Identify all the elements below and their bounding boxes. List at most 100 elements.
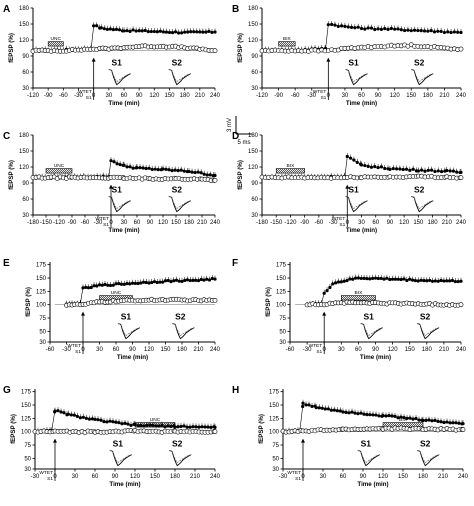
data-point — [429, 28, 433, 33]
data-point — [388, 167, 392, 171]
data-point — [84, 285, 88, 289]
y-tick-label: 100 — [276, 303, 287, 309]
data-point — [119, 282, 124, 286]
y-tick-label: 90 — [251, 181, 258, 187]
data-point — [408, 168, 412, 172]
data-point — [90, 417, 94, 421]
trace-waveform-baseline — [357, 450, 380, 464]
data-point — [414, 416, 418, 421]
data-point — [336, 280, 341, 284]
data-point — [92, 24, 96, 28]
data-point — [111, 420, 115, 424]
data-point — [154, 424, 158, 428]
data-point — [147, 166, 151, 170]
data-point — [163, 425, 167, 429]
trace-label: S2 — [175, 312, 186, 322]
tetanus-label-s1: S1 — [339, 222, 345, 228]
data-point — [147, 281, 151, 285]
data-point — [126, 422, 130, 426]
panel-A: A306090120150180-120-90-60-3003060901201… — [3, 4, 221, 107]
x-tick-label: 90 — [387, 220, 394, 226]
trace-waveform — [168, 196, 191, 213]
data-point — [145, 423, 149, 427]
data-point — [150, 167, 154, 172]
y-tick-label: 75 — [279, 316, 286, 322]
data-point — [161, 30, 166, 34]
y-tick-label: 120 — [248, 38, 259, 44]
tetanus-label-s1: S1 — [86, 95, 92, 101]
x-tick-label: 180 — [184, 220, 195, 226]
data-point — [456, 30, 460, 34]
x-tick-label: -120 — [256, 93, 269, 99]
data-point — [204, 30, 208, 34]
x-tick-label: 60 — [340, 474, 347, 480]
data-point — [148, 423, 152, 427]
data-point — [95, 284, 99, 288]
data-point — [157, 424, 161, 428]
trace-S2: S2 — [417, 312, 440, 340]
trace-label: S1 — [112, 185, 123, 195]
x-tick-label: -150 — [40, 220, 53, 226]
data-point — [185, 425, 189, 429]
data-point — [452, 30, 456, 34]
trace-waveform — [108, 196, 131, 213]
x-tick-label: -60 — [291, 93, 300, 99]
data-point — [144, 280, 148, 285]
data-point — [209, 425, 213, 429]
data-point — [411, 417, 415, 421]
data-point — [164, 30, 169, 34]
data-point — [383, 27, 387, 31]
trace-S2: S2 — [417, 439, 440, 467]
data-point — [108, 27, 112, 31]
data-point — [170, 31, 175, 35]
data-point — [359, 276, 363, 281]
y-tick-label: 30 — [22, 213, 29, 219]
data-point — [149, 29, 153, 34]
data-point — [136, 281, 140, 286]
data-point — [329, 408, 333, 412]
data-point — [84, 416, 88, 420]
x-tick-label: 60 — [113, 347, 120, 353]
tetanus-arrowhead — [326, 57, 331, 62]
data-point — [387, 414, 391, 418]
data-point — [179, 168, 183, 172]
y-tick-label: 150 — [36, 276, 47, 282]
data-point — [167, 168, 171, 172]
data-point — [155, 280, 159, 285]
panel-label: A — [3, 4, 10, 15]
data-point — [422, 279, 426, 283]
data-point — [140, 29, 144, 33]
x-tick-label: 120 — [158, 220, 169, 226]
x-tick-label: 90 — [372, 347, 379, 353]
data-point — [213, 425, 217, 429]
panel-label: D — [232, 131, 239, 142]
data-point — [176, 169, 180, 173]
data-point — [325, 289, 329, 293]
data-point — [433, 279, 437, 283]
data-point — [161, 167, 165, 171]
data-point — [458, 302, 464, 308]
data-point — [173, 168, 177, 172]
data-point — [373, 276, 378, 280]
data-point — [158, 280, 162, 284]
tetanus-label: WTET — [313, 89, 327, 95]
data-point — [353, 411, 357, 415]
data-point — [449, 30, 453, 35]
data-point — [122, 163, 126, 167]
data-point — [442, 420, 446, 425]
data-point — [199, 277, 203, 282]
x-tick-label: -120 — [284, 220, 297, 226]
data-point — [425, 279, 429, 283]
data-point — [317, 406, 321, 410]
data-point — [448, 421, 452, 425]
x-tick-label: -120 — [27, 93, 40, 99]
data-point — [408, 277, 412, 281]
data-point — [356, 25, 360, 29]
y-tick-label: 60 — [22, 197, 29, 203]
trace-label: S2 — [420, 439, 431, 449]
data-point — [442, 279, 446, 283]
data-point — [186, 30, 190, 34]
trace-waveform-baseline — [411, 196, 434, 210]
data-point — [326, 23, 330, 27]
data-point — [338, 409, 342, 413]
